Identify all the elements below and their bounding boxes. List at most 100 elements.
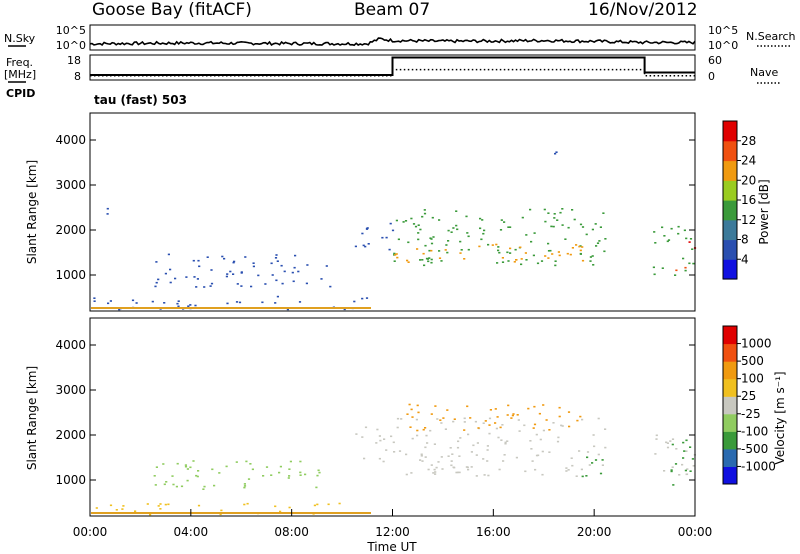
scatter-cell [548,429,551,431]
ytick-label: 1000 [55,473,86,487]
colorbar-tick-label: -100 [741,424,768,438]
scatter-cell [174,277,177,280]
scatter-cell [458,471,461,474]
scatter-cell [530,240,533,243]
scatter-cell [463,421,466,423]
scatter-cell [447,229,450,232]
scatter-cell [159,503,162,505]
scatter-cell [440,260,443,262]
scatter-cell [444,428,447,430]
scatter-cell [430,258,433,261]
scatter-cell [685,237,688,240]
scatter-cell [378,435,381,437]
scatter-cell [429,429,432,432]
scatter-cell [438,250,441,252]
scatter-cell [450,231,453,233]
scatter-cell [568,425,571,428]
scatter-cell [364,426,368,429]
scatter-cell [469,417,472,419]
scatter-cell [494,408,497,410]
scatter-cell [685,473,688,476]
freq-line [90,56,695,76]
scatter-cell [654,242,657,244]
scatter-cell [594,223,597,225]
scatter-cell [532,254,535,257]
scatter-cell [601,459,604,461]
scatter-cell [378,457,381,460]
scatter-cell [525,234,528,236]
scatter-cell [438,219,441,221]
power-yticks: 1000 2000 3000 4000 [55,133,695,282]
scatter-cell [410,217,413,220]
scatter-cell [329,285,332,288]
scatter-cell [495,427,498,430]
xtick-label: 00:00 [678,525,713,539]
scatter-cell [487,474,490,477]
scatter-cell [506,414,509,416]
scatter-cell [407,241,410,244]
scatter-cell [547,212,550,214]
scatter-cell [515,456,518,459]
scatter-cell [194,304,197,307]
scatter-cell [523,424,526,427]
scatter-cell [519,246,522,249]
xtick-label: 04:00 [174,525,209,539]
scatter-cell [571,209,574,211]
scatter-cell [388,248,391,251]
scatter-cell [486,460,489,462]
scatter-cell [527,407,530,410]
colorbar-swatch [723,219,737,241]
scatter-cell [496,416,499,418]
scatter-cell [663,235,666,237]
scatter-cell [486,449,489,451]
scatter-cell [561,224,564,226]
scatter-cell [202,488,205,490]
scatter-cell [535,433,538,436]
scatter-cell [421,259,424,261]
scatter-cell [162,463,165,465]
scatter-cell [109,504,113,507]
scatter-cell [271,274,274,276]
scatter-cell [411,437,414,440]
scatter-cell [421,215,424,218]
scatter-cell [520,263,523,266]
scatter-cell [397,238,400,241]
scatter-cell [567,411,571,413]
scatter-cell [536,262,540,265]
scatter-cell [422,428,425,431]
scatter-cell [422,252,425,255]
scatter-cell [367,243,370,245]
scatter-cell [604,428,607,430]
scatter-cell [541,450,544,453]
scatter-cell [467,468,470,471]
scatter-cell [203,286,206,288]
scatter-cell [453,466,456,469]
scatter-cell [195,474,198,477]
scatter-cell [467,433,470,436]
scatter-cell [433,468,436,471]
scatter-cell [550,225,553,228]
scatter-cell [510,417,513,419]
scatter-cell [396,426,399,429]
scatter-cell [398,450,402,452]
scatter-cell [193,276,196,278]
xtick-label: 12:00 [375,525,410,539]
scatter-cell [529,208,532,211]
freq-frame [89,54,696,81]
scatter-cell [229,270,232,273]
colorbar-tick-label: 28 [741,134,756,148]
scatter-cell [684,469,687,472]
scatter-cell [410,472,413,474]
scatter-cell [164,503,167,506]
scatter-cell [573,218,576,221]
scatter-cell [689,238,693,240]
xtick-label: 00:00 [73,525,108,539]
noise-right-tick-top: 10^5 [708,24,738,37]
colorbar-swatch [723,140,737,162]
scatter-cell [463,417,466,420]
scatter-cell [274,505,277,508]
scatter-cell [503,454,506,456]
beam-title: Beam 07 [354,0,430,20]
scatter-cell [552,422,555,424]
scatter-cell [390,435,393,438]
